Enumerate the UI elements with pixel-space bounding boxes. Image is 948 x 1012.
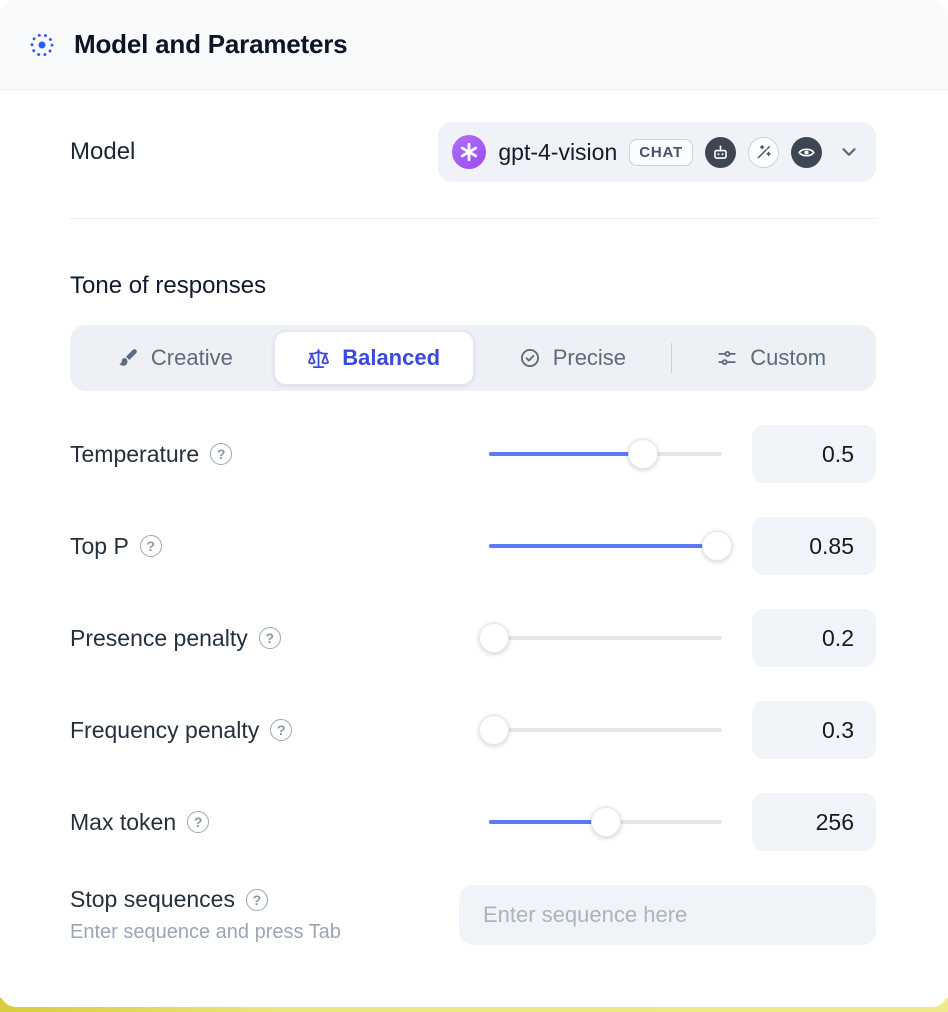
- frequency-penalty-slider[interactable]: [478, 715, 722, 745]
- segment-divider: [671, 343, 673, 373]
- param-row-temperature: Temperature ? 0.5: [70, 425, 876, 483]
- tone-heading: Tone of responses: [70, 272, 267, 299]
- model-parameters-icon: [28, 31, 56, 59]
- panel-header: Model and Parameters: [0, 0, 948, 90]
- slider-handle[interactable]: [627, 439, 658, 469]
- help-icon[interactable]: ?: [258, 627, 281, 649]
- max-token-slider[interactable]: [489, 807, 722, 837]
- sliders-icon: [716, 347, 738, 369]
- tone-option-label: Custom: [750, 345, 827, 370]
- slider-handle[interactable]: [702, 531, 733, 561]
- tone-option-balanced[interactable]: Balanced: [273, 331, 474, 385]
- slider-handle[interactable]: [590, 807, 621, 837]
- model-name: gpt-4-vision: [498, 138, 618, 165]
- help-icon[interactable]: ?: [245, 888, 268, 911]
- top-p-value[interactable]: 0.85: [752, 517, 876, 575]
- robot-icon: [705, 136, 736, 168]
- chat-badge: CHAT: [629, 138, 693, 166]
- presence-penalty-slider[interactable]: [478, 623, 722, 653]
- tone-option-label: Precise: [552, 345, 627, 370]
- max-token-value[interactable]: 256: [752, 793, 876, 851]
- openai-logo-icon: [452, 135, 487, 169]
- help-icon[interactable]: ?: [187, 811, 210, 833]
- divider: [70, 218, 876, 219]
- param-row-frequency-penalty: Frequency penalty ? 0.3: [70, 701, 876, 759]
- tone-segmented-control: Creative Balanced: [70, 325, 876, 391]
- stop-sequences-hint: Enter sequence and press Tab: [70, 921, 341, 943]
- magic-wand-icon: [748, 136, 779, 168]
- model-select[interactable]: gpt-4-vision CHAT: [438, 122, 876, 182]
- max-token-label: Max token: [70, 808, 177, 835]
- top-p-label: Top P: [70, 532, 129, 559]
- slider-handle[interactable]: [478, 715, 509, 745]
- temperature-slider[interactable]: [489, 439, 722, 469]
- panel-title: Model and Parameters: [74, 29, 348, 59]
- help-icon[interactable]: ?: [210, 443, 233, 465]
- target-check-icon: [519, 347, 541, 369]
- top-p-slider[interactable]: [489, 531, 733, 561]
- brush-icon: [117, 347, 139, 369]
- stop-sequences-labels: Stop sequences ? Enter sequence and pres…: [70, 886, 459, 944]
- tone-option-label: Creative: [150, 345, 233, 370]
- model-row: Model gpt-4-vi: [70, 122, 876, 182]
- param-row-max-token: Max token ? 256: [70, 793, 876, 851]
- stop-sequences-label: Stop sequences: [70, 886, 235, 912]
- presence-penalty-label: Presence penalty: [70, 624, 248, 651]
- temperature-label: Temperature: [70, 440, 200, 467]
- vision-icon: [791, 136, 822, 168]
- stop-sequence-input[interactable]: [459, 885, 876, 945]
- tone-option-label: Balanced: [342, 345, 441, 370]
- model-label: Model: [70, 138, 136, 165]
- presence-penalty-value[interactable]: 0.2: [752, 609, 876, 667]
- param-row-presence-penalty: Presence penalty ? 0.2: [70, 609, 876, 667]
- tone-option-custom[interactable]: Custom: [672, 331, 870, 385]
- scales-icon: [307, 347, 330, 370]
- frequency-penalty-label: Frequency penalty: [70, 716, 260, 743]
- frequency-penalty-value[interactable]: 0.3: [752, 701, 876, 759]
- slider-handle[interactable]: [478, 623, 509, 653]
- help-icon[interactable]: ?: [139, 535, 162, 557]
- stop-sequences-row: Stop sequences ? Enter sequence and pres…: [70, 885, 876, 945]
- tone-option-creative[interactable]: Creative: [76, 331, 274, 385]
- chevron-down-icon: [838, 141, 860, 163]
- help-icon[interactable]: ?: [270, 719, 293, 741]
- param-row-top-p: Top P ? 0.85: [70, 517, 876, 575]
- temperature-value[interactable]: 0.5: [752, 425, 876, 483]
- tone-option-precise[interactable]: Precise: [474, 331, 672, 385]
